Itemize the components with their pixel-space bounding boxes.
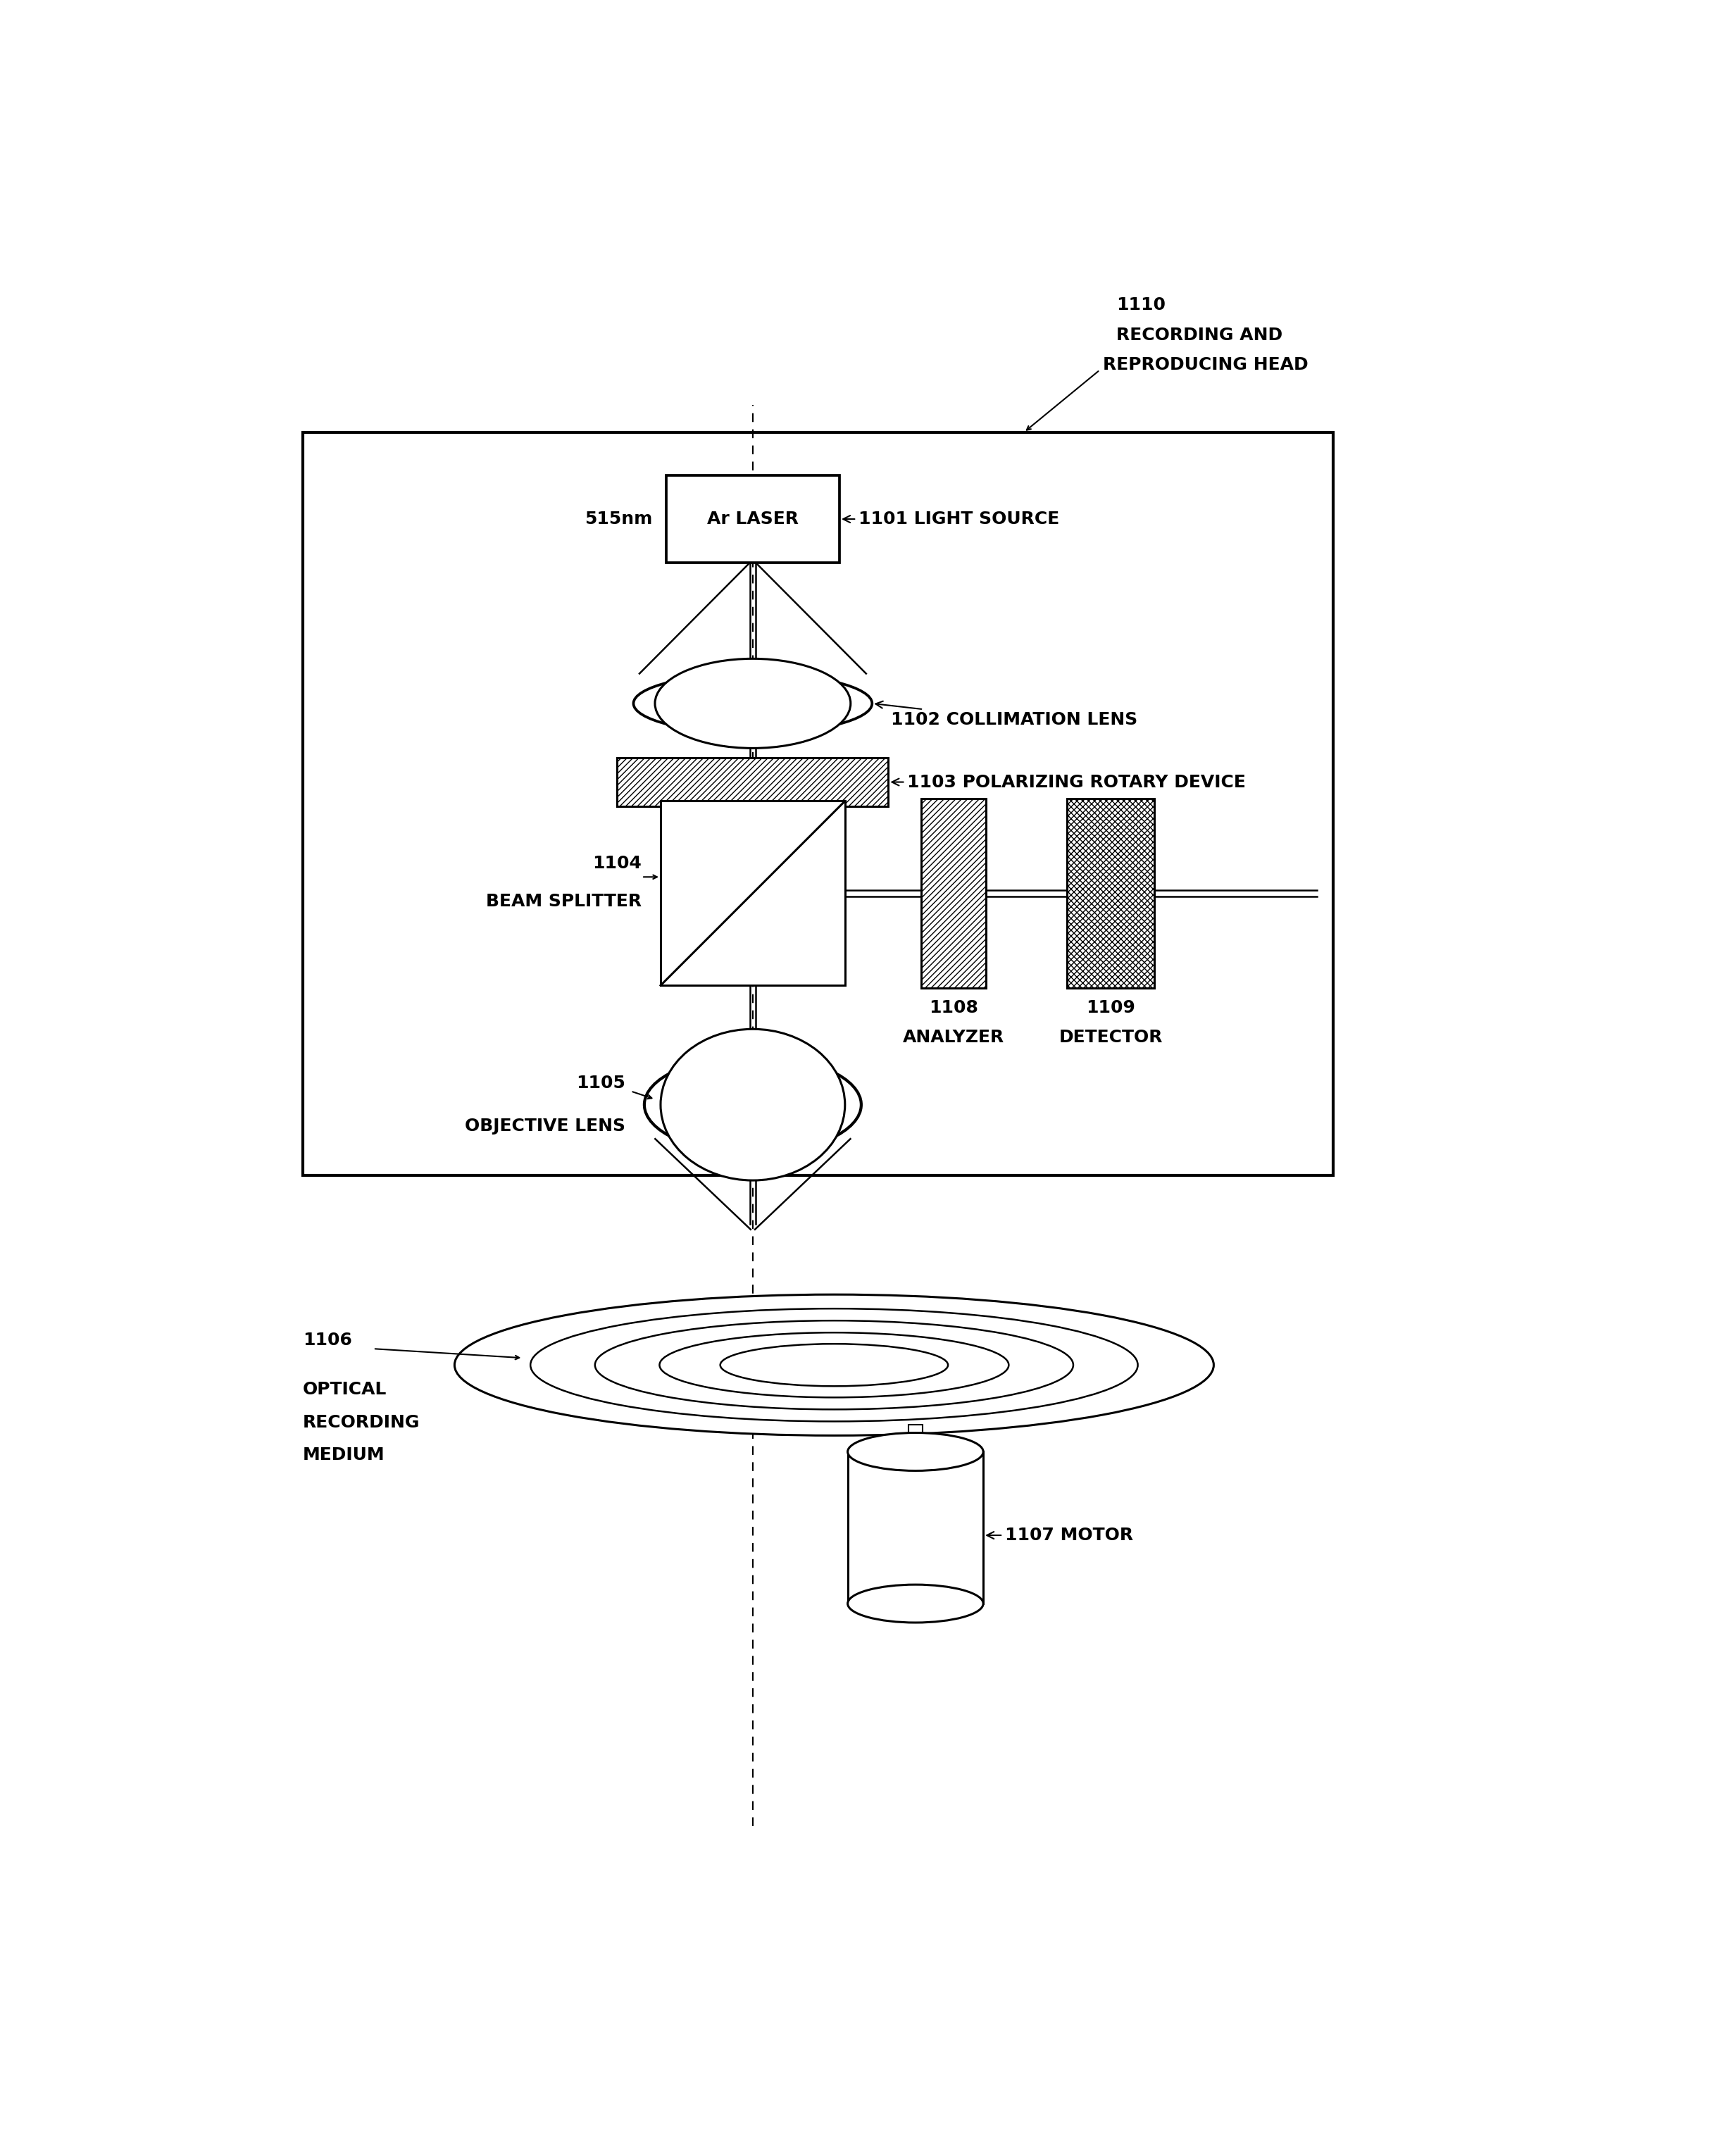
- Ellipse shape: [634, 673, 871, 733]
- Text: 1109: 1109: [1087, 999, 1135, 1016]
- Ellipse shape: [455, 1294, 1213, 1436]
- Bar: [920, 799, 986, 988]
- Text: 1103 POLARIZING ROTARY DEVICE: 1103 POLARIZING ROTARY DEVICE: [892, 774, 1246, 791]
- Bar: [618, 759, 889, 806]
- Text: ANALYZER: ANALYZER: [903, 1029, 1003, 1046]
- Ellipse shape: [847, 1434, 983, 1470]
- Ellipse shape: [661, 1029, 845, 1181]
- Text: BEAM SPLITTER: BEAM SPLITTER: [486, 894, 642, 911]
- Text: RECORDING AND: RECORDING AND: [1116, 326, 1283, 343]
- Text: OPTICAL: OPTICAL: [302, 1382, 387, 1397]
- Text: 1105: 1105: [576, 1074, 625, 1091]
- Text: DETECTOR: DETECTOR: [1059, 1029, 1163, 1046]
- Text: 1101 LIGHT SOURCE: 1101 LIGHT SOURCE: [844, 510, 1059, 527]
- Ellipse shape: [644, 1056, 861, 1153]
- Bar: [908, 1425, 922, 1451]
- Ellipse shape: [847, 1584, 983, 1622]
- Text: 515nm: 515nm: [585, 510, 653, 527]
- Text: OBJECTIVE LENS: OBJECTIVE LENS: [465, 1119, 625, 1136]
- Text: MEDIUM: MEDIUM: [302, 1447, 385, 1464]
- Text: REPRODUCING HEAD: REPRODUCING HEAD: [1102, 356, 1307, 373]
- Text: 1107 MOTOR: 1107 MOTOR: [986, 1526, 1134, 1543]
- Text: 1110: 1110: [1116, 296, 1165, 313]
- Ellipse shape: [654, 658, 851, 748]
- Text: 1106: 1106: [302, 1331, 352, 1348]
- Text: 1104: 1104: [592, 855, 642, 872]
- Bar: [661, 801, 845, 986]
- Bar: [302, 433, 1333, 1174]
- Bar: [667, 476, 840, 561]
- Text: 1102 COLLIMATION LENS: 1102 COLLIMATION LENS: [875, 701, 1137, 729]
- Text: 1108: 1108: [929, 999, 977, 1016]
- Text: Ar LASER: Ar LASER: [707, 510, 799, 527]
- Bar: [847, 1451, 983, 1603]
- Bar: [1068, 799, 1154, 988]
- Text: RECORDING: RECORDING: [302, 1414, 420, 1432]
